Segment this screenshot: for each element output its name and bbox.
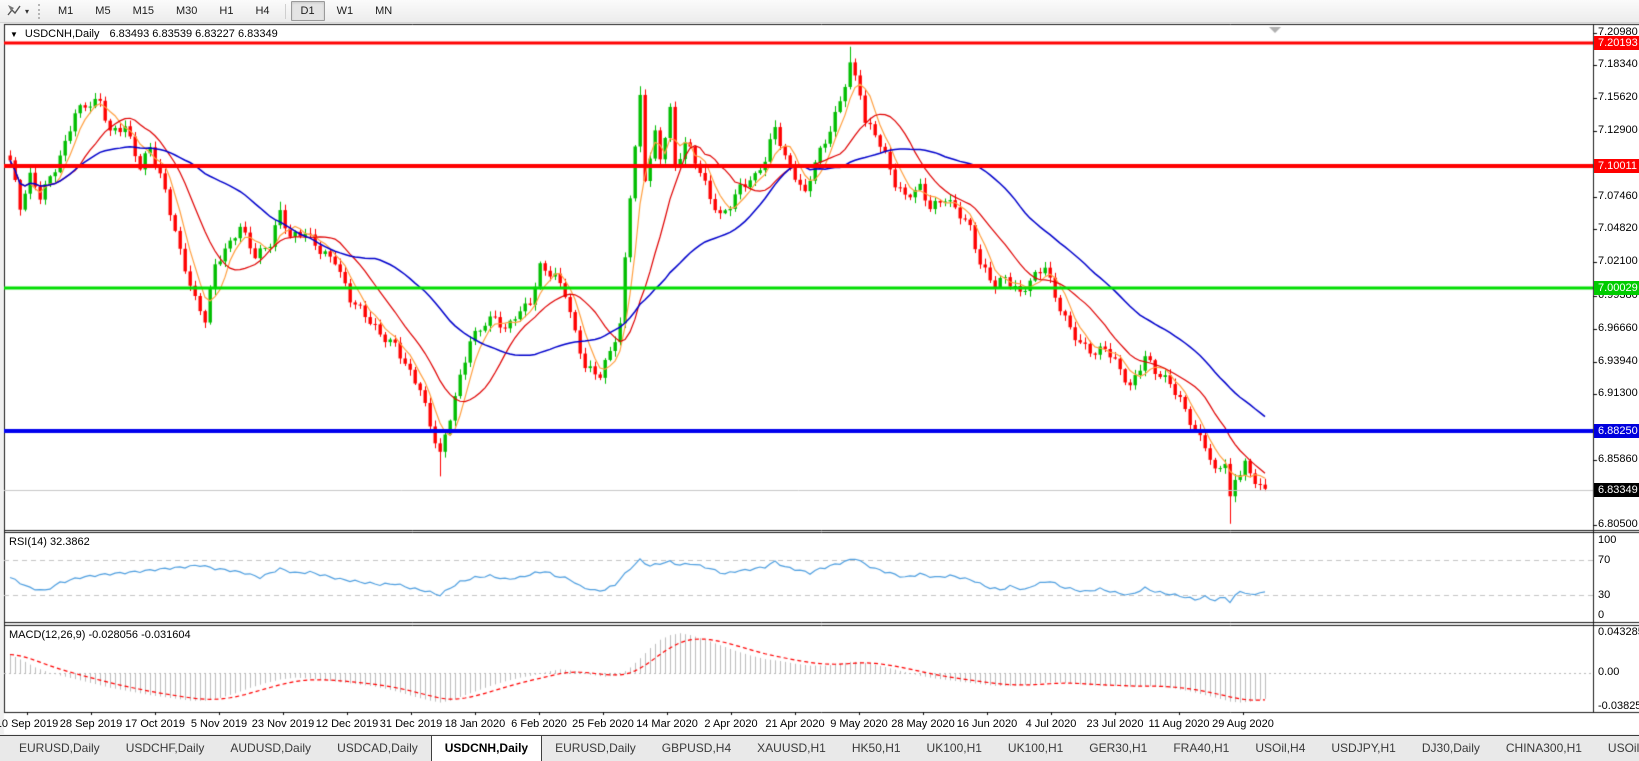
time-axis-date-label: 11 Aug 2020: [1148, 718, 1210, 730]
price-level-badge-support-blue: 6.88250: [1594, 424, 1639, 438]
rsi-axis-label: 100: [1598, 534, 1617, 546]
chart-tab-hk50[interactable]: HK50,H1: [851, 741, 901, 755]
price-axis-tick-label: 7.20980: [1598, 26, 1638, 38]
rsi-axis-label: 0: [1598, 609, 1605, 621]
chart-tab-usdcad[interactable]: USDCAD,Daily: [337, 741, 418, 755]
time-axis-date-label: 9 May 2020: [830, 718, 888, 730]
time-axis-date-label: 2 Apr 2020: [704, 718, 758, 730]
time-axis-date-label: 14 Mar 2020: [636, 718, 698, 730]
tool-dropdown-caret[interactable]: ▾: [25, 6, 30, 16]
chart-tab-audusd[interactable]: AUDUSD,Daily: [230, 741, 312, 755]
price-level-badge-support-green: 7.00029: [1594, 281, 1639, 295]
chart-symbol-label: USDCNH,Daily: [24, 28, 100, 40]
timeframe-buttons: M1 M5 M15 M30 H1 H4 D1 W1 MN: [47, 1, 403, 21]
timeframe-button-h1[interactable]: H1: [219, 5, 234, 17]
time-axis-date-label: 31 Dec 2019: [379, 718, 443, 730]
time-axis-date-label: 12 Dec 2019: [315, 718, 379, 730]
rsi-axis-label: 70: [1598, 553, 1611, 566]
chart-tab-dj30[interactable]: DJ30,Daily: [1421, 741, 1480, 755]
chart-tab-gbpusd[interactable]: GBPUSD,H4: [661, 741, 732, 755]
time-axis-date-label: 28 May 2020: [891, 718, 955, 730]
time-axis-date-label: 29 Aug 2020: [1212, 718, 1274, 730]
time-axis-date-label: 28 Sep 2019: [59, 718, 123, 730]
chart-tab-uk100[interactable]: UK100,H1: [926, 741, 982, 755]
price-axis-tick-label: 7.12900: [1598, 124, 1638, 137]
collapse-chart-icon[interactable]: ▼: [10, 29, 18, 39]
price-axis-tick-label: 6.85860: [1598, 452, 1638, 465]
chart-tab-eurusd[interactable]: EURUSD,Daily: [555, 741, 636, 755]
chart-tab-usoil[interactable]: USOil,H1: [1607, 741, 1639, 755]
time-axis-date-label: 17 Oct 2019: [125, 718, 185, 730]
timeframe-toolbar: ▾ M1 M5 M15 M30 H1 H4 D1 W1 MN: [0, 0, 1639, 23]
price-axis-tick-label: 6.91300: [1598, 386, 1638, 399]
macd-axis-label: 0.043285: [1598, 626, 1639, 638]
time-axis-date-label: 10 Sep 2019: [0, 718, 59, 730]
chart-cursor-tool-icon: [7, 5, 21, 16]
price-axis-tick-label: 7.04820: [1598, 222, 1638, 235]
time-axis-date-label: 5 Nov 2019: [190, 718, 248, 730]
chart-tab-eurusd[interactable]: EURUSD,Daily: [19, 741, 100, 755]
rsi-axis-label: 30: [1598, 589, 1611, 602]
price-level-badge-current-price: 6.83349: [1594, 483, 1639, 497]
rsi-indicator-label: RSI(14) 32.3862: [9, 536, 90, 548]
toolbar-grip-handle[interactable]: [38, 3, 42, 19]
chart-title: ▼ USDCNH,Daily 6.83493 6.83539 6.83227 6…: [10, 28, 278, 40]
price-axis-tick-label: 6.80500: [1598, 517, 1638, 530]
price-level-badge-resistance-upper: 7.20193: [1594, 36, 1639, 50]
time-axis-date-label: 25 Feb 2020: [572, 718, 634, 730]
timeframe-button-mn[interactable]: MN: [375, 5, 393, 17]
timeframe-button-m5[interactable]: M5: [95, 5, 111, 17]
chart-tab-fra40[interactable]: FRA40,H1: [1173, 741, 1230, 755]
chart-tab-xauusd[interactable]: XAUUSD,H1: [757, 741, 826, 755]
time-axis-date-label: 23 Jul 2020: [1086, 718, 1144, 730]
time-axis-date-label: 18 Jan 2020: [444, 718, 506, 730]
chart-ohlc-values: 6.83493 6.83539 6.83227 6.83349: [109, 28, 278, 40]
time-axis-date-label: 23 Nov 2019: [251, 718, 315, 730]
chart-tab-usdcnh-active[interactable]: USDCNH,Daily: [430, 735, 543, 761]
price-level-badge-resistance-mid: 7.10011: [1594, 159, 1639, 173]
chart-tab-usoil[interactable]: USOil,H4: [1255, 741, 1306, 755]
chart-tool-button[interactable]: ▾: [0, 0, 35, 23]
price-axis-tick-label: 6.93940: [1598, 354, 1638, 367]
chart-tab-ger30[interactable]: GER30,H1: [1089, 741, 1148, 755]
timeframe-button-m30[interactable]: M30: [175, 5, 198, 17]
price-axis-tick-label: 6.96660: [1598, 321, 1638, 334]
chart-tab-usdchf[interactable]: USDCHF,Daily: [125, 741, 205, 755]
timeframe-button-d1[interactable]: D1: [290, 1, 325, 21]
price-axis-tick-label: 7.07460: [1598, 190, 1638, 203]
time-axis-date-label: 6 Feb 2020: [511, 718, 567, 730]
macd-axis-label: -0.038253: [1598, 700, 1639, 713]
chart-tab-uk100[interactable]: UK100,H1: [1007, 741, 1064, 755]
timeframe-button-w1[interactable]: W1: [336, 5, 354, 17]
price-axis-tick-label: 7.18340: [1598, 58, 1638, 71]
time-axis-date-label: 4 Jul 2020: [1025, 718, 1077, 730]
toolbar-separator: [284, 3, 286, 19]
chart-tab-usdjpy[interactable]: USDJPY,H1: [1331, 741, 1396, 755]
time-axis-date-label: 16 Jun 2020: [956, 718, 1018, 730]
timeframe-button-h4[interactable]: H4: [255, 5, 270, 17]
price-axis-tick-label: 7.15620: [1598, 91, 1638, 104]
macd-indicator-label: MACD(12,26,9) -0.028056 -0.031604: [9, 629, 191, 641]
timeframe-button-m1[interactable]: M1: [58, 5, 74, 17]
chart-tab-china300[interactable]: CHINA300,H1: [1505, 741, 1582, 755]
timeframe-button-m15[interactable]: M15: [132, 5, 154, 17]
chart-tab-bar: EURUSD,Daily USDCHF,Daily AUDUSD,Daily USDC…: [0, 735, 1639, 761]
macd-axis-label: 0.00: [1598, 666, 1620, 678]
price-axis-tick-label: 7.02100: [1598, 255, 1638, 268]
time-axis-date-label: 21 Apr 2020: [765, 718, 825, 730]
